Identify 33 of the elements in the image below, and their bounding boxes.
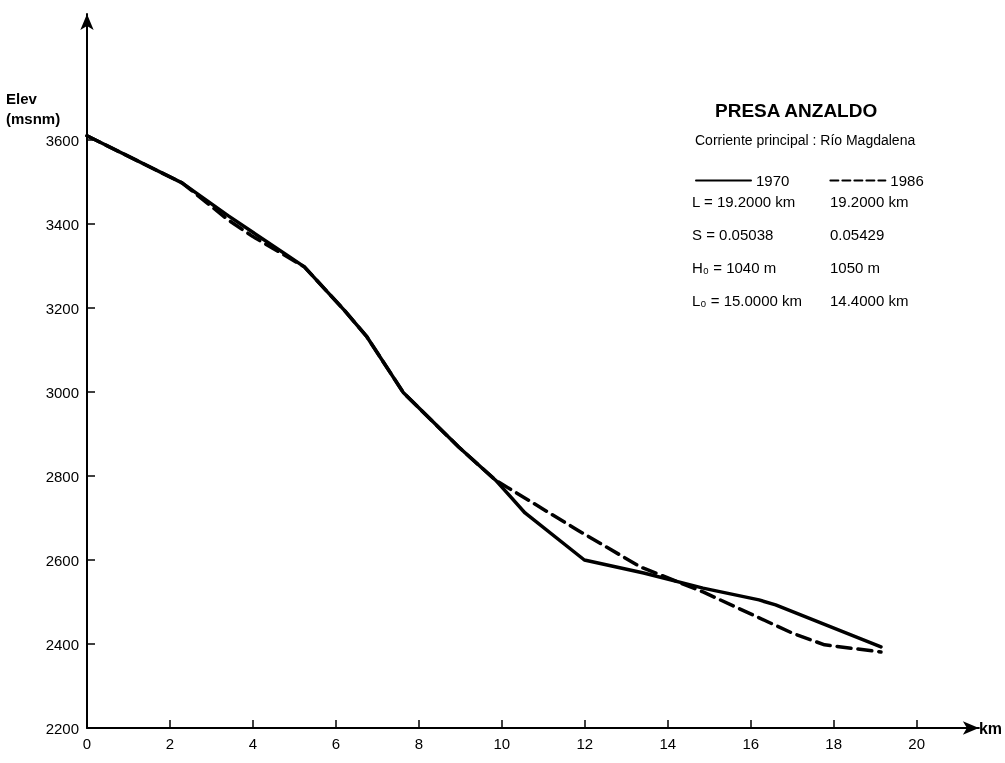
text: PRESA ANZALDO bbox=[715, 100, 878, 121]
annotation: 19.2000 km bbox=[830, 193, 909, 210]
legend-label: 1970 bbox=[756, 172, 790, 189]
y-tick-label: 2200 bbox=[45, 719, 79, 737]
x-tick-label: 20 bbox=[908, 735, 925, 752]
annotation: L = 19.2000 km bbox=[692, 193, 796, 210]
x-tick-label: 6 bbox=[331, 735, 341, 752]
annotation: 14.4000 km bbox=[830, 292, 909, 309]
annotation: 0.05429 bbox=[830, 226, 885, 243]
annotation: L₀ = 15.0000 km bbox=[692, 292, 803, 309]
x-axis-title: km bbox=[978, 719, 1002, 737]
y-tick-label: 3600 bbox=[45, 131, 79, 149]
y-tick-label: 3000 bbox=[45, 383, 79, 401]
x-tick-label: 12 bbox=[576, 735, 594, 752]
x-tick-label: 4 bbox=[248, 735, 258, 752]
x-tick-label: 16 bbox=[742, 735, 760, 752]
x-tick-label: 0 bbox=[82, 735, 92, 752]
y-tick-label: 2800 bbox=[45, 467, 79, 485]
text: Corriente principal : Río Magdalena bbox=[695, 132, 916, 148]
y-tick-label: 2600 bbox=[45, 551, 79, 569]
x-tick-label: 14 bbox=[659, 735, 677, 752]
legend-label: 1986 bbox=[890, 172, 924, 189]
y-tick-label: 3200 bbox=[45, 299, 79, 317]
y-axis-title: Elev (msnm) bbox=[6, 89, 61, 127]
annotation: 1050 m bbox=[830, 259, 881, 276]
annotation: S = 0.05038 bbox=[692, 226, 774, 243]
x-tick-label: 8 bbox=[414, 735, 424, 752]
y-tick-label: 2400 bbox=[45, 635, 79, 653]
x-tick-label: 10 bbox=[493, 735, 511, 752]
x-tick-label: 18 bbox=[825, 735, 843, 752]
x-tick-label: 2 bbox=[165, 735, 175, 752]
y-tick-label: 3400 bbox=[45, 215, 79, 233]
annotation: H₀ = 1040 m bbox=[692, 259, 777, 276]
